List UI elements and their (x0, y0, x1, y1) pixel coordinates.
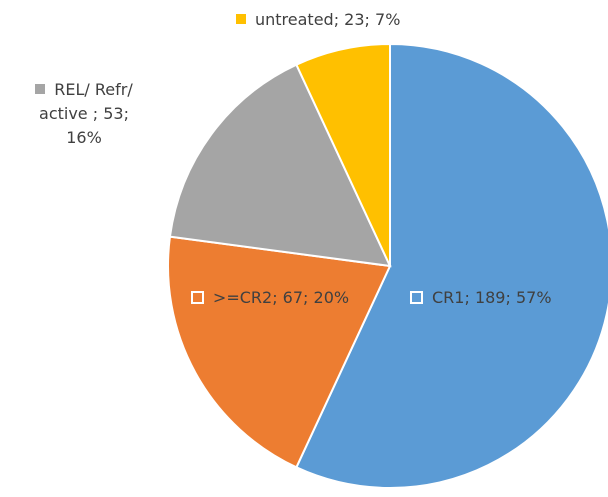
label-text: REL/ Refr/ active ; 53; 16% (39, 80, 133, 147)
data-label: CR1; 189; 57% (410, 286, 608, 310)
label-text: CR1; 189; 57% (432, 288, 552, 307)
pie-slice (295, 42, 391, 267)
legend-key (236, 14, 246, 24)
pie-slice (295, 42, 608, 489)
data-label: >=CR2; 67; 20% (190, 286, 350, 310)
data-label: REL/ Refr/ active ; 53; 16% (20, 78, 148, 150)
legend-key (410, 291, 423, 304)
legend-key (35, 84, 46, 94)
legend-key (190, 291, 204, 304)
pie-slice (167, 235, 392, 469)
pie-slice (168, 63, 392, 268)
label-text: >=CR2; 67; 20% (212, 288, 350, 307)
data-label: untreated; 23; 7% (236, 8, 496, 32)
label-text: untreated; 23; 7% (255, 10, 401, 29)
